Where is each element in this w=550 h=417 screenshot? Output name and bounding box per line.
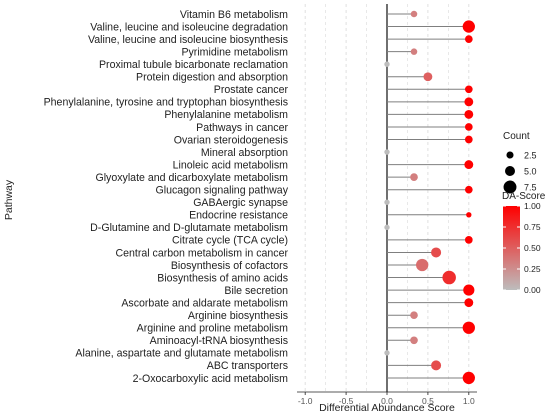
pathway-label: Valine, leucine and isoleucine biosynthe…	[88, 34, 288, 46]
pathway-label: Phenylalanine, tyrosine and tryptophan b…	[44, 97, 288, 109]
count-legend-label: 5.0	[524, 167, 537, 177]
point	[464, 97, 474, 107]
count-legend-label: 7.5	[524, 183, 537, 193]
da-score-legend-title: DA-Score	[502, 191, 546, 202]
pathway-label: Valine, leucine and isoleucine degradati…	[90, 21, 288, 33]
x-tick-label: -0.5	[339, 396, 354, 406]
pathway-label: Proximal tubule bicarbonate reclamation	[99, 59, 288, 71]
point	[431, 247, 442, 258]
da-score-colorbar	[503, 206, 520, 290]
point	[464, 185, 473, 194]
count-legend-title: Count	[503, 131, 530, 142]
count-legend-dot	[505, 166, 515, 176]
pathway-label: Linoleic acid metabolism	[173, 159, 289, 171]
pathway-label: Phenylalanine metabolism	[164, 109, 288, 121]
colorbar-tick-label: 0.50	[524, 243, 541, 253]
pathway-label: Biosynthesis of amino acids	[157, 272, 288, 284]
colorbar-tick-label: 0.75	[524, 222, 541, 232]
pathway-label: Glucagon signaling pathway	[155, 185, 288, 197]
point	[431, 360, 442, 371]
point	[462, 371, 475, 385]
point	[442, 270, 456, 285]
pathway-label: Bile secretion	[224, 285, 288, 297]
point	[410, 336, 418, 345]
point	[463, 284, 475, 296]
point	[464, 109, 474, 119]
x-tick-label: 0.5	[422, 396, 434, 406]
pathway-label: 2-Oxocarboxylic acid metabolism	[133, 373, 289, 385]
colorbar-tick-label: 0.00	[524, 285, 541, 295]
point	[464, 236, 473, 244]
point	[466, 212, 472, 218]
point	[410, 173, 418, 181]
x-tick-label: -1.0	[298, 396, 313, 406]
point	[410, 311, 418, 320]
pathway-label: GABAergic synapse	[193, 197, 288, 209]
pathway-label: Alanine, aspartate and glutamate metabol…	[75, 348, 288, 360]
point	[384, 149, 390, 155]
pathway-label: Glyoxylate and dicarboxylate metabolism	[95, 172, 288, 184]
count-legend: Count 2.5 5.0 7.5	[503, 131, 537, 194]
point	[410, 48, 418, 55]
point	[464, 123, 473, 131]
pathway-label: Protein digestion and absorption	[136, 72, 288, 84]
x-tick-label: 1.0	[463, 396, 475, 406]
pathway-label: D-Glutamine and D-glutamate metabolism	[90, 222, 288, 234]
pathway-label: Central carbon metabolism in cancer	[115, 247, 288, 259]
point	[464, 160, 474, 170]
pathway-label: Vitamin B6 metabolism	[180, 9, 288, 21]
pathway-label: Pathways in cancer	[196, 122, 288, 134]
pathway-label: Arginine biosynthesis	[188, 310, 288, 322]
point	[464, 85, 473, 94]
point	[384, 199, 390, 205]
count-legend-dot	[506, 151, 514, 159]
pathway-label: Ascorbate and aldarate metabolism	[121, 297, 288, 309]
point	[384, 61, 390, 67]
pathway-label: Endocrine resistance	[189, 210, 288, 222]
point	[423, 72, 433, 82]
x-tick-label: 0.0	[381, 396, 393, 406]
pathway-label: Prostate cancer	[214, 84, 289, 96]
pathway-label: Citrate cycle (TCA cycle)	[172, 235, 288, 247]
point	[384, 224, 390, 231]
pathway-label: Mineral absorption	[201, 147, 288, 159]
pathway-label: Aminoacyl-tRNA biosynthesis	[150, 335, 288, 347]
point	[384, 350, 390, 356]
pathway-label: Arginine and proline metabolism	[137, 323, 289, 335]
pathway-label: Ovarian steroidogenesis	[174, 134, 288, 146]
count-legend-label: 2.5	[524, 151, 537, 161]
pathway-label: Biosynthesis of cofactors	[171, 260, 288, 272]
da-score-legend: DA-Score 1.00 0.75 0.50 0.25 0.00	[502, 191, 546, 295]
point	[464, 35, 473, 43]
pathway-label: ABC transporters	[207, 360, 288, 372]
colorbar-tick-label: 1.00	[524, 201, 541, 211]
point	[416, 258, 429, 272]
lollipop-stems	[387, 13, 469, 379]
count-legend-dot	[503, 180, 517, 194]
point	[462, 321, 475, 334]
colorbar-tick-label: 0.25	[524, 264, 541, 274]
point	[410, 10, 418, 18]
lollipop-points	[384, 10, 475, 385]
x-axis: -1.0 -0.5 0.0 0.5 1.0	[297, 391, 477, 406]
point	[462, 20, 475, 33]
y-axis-title: Pathway	[3, 179, 15, 220]
point	[464, 135, 473, 144]
x-axis-title: Differential Abundance Score	[319, 402, 455, 414]
pathway-label: Pyrimidine metabolism	[181, 46, 288, 58]
point	[464, 298, 474, 308]
